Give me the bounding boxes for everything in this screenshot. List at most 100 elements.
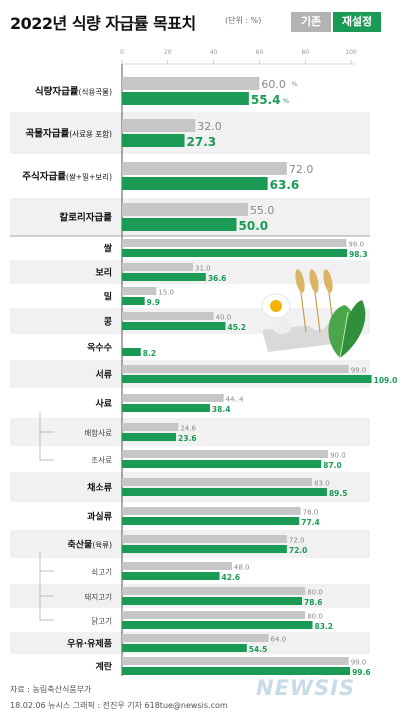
category-label-sub: (사료용 포함) <box>69 130 112 139</box>
group-bracket-feed <box>39 412 54 461</box>
bar-new <box>122 667 351 675</box>
value-label-new: 77.4 <box>301 518 320 527</box>
bar-old <box>122 239 347 247</box>
category-label: 밀 <box>104 291 112 303</box>
chart-title: 2022년 식량 자급률 목표치 <box>10 14 196 33</box>
bar-new <box>122 348 141 356</box>
category-label: 보리 <box>95 267 112 279</box>
value-label-new: 63.6 <box>270 178 300 192</box>
bar-new <box>122 322 226 330</box>
value-label-old: 90.0 <box>330 452 346 460</box>
leaf-icon <box>340 300 366 358</box>
percent-sign: % <box>291 80 297 88</box>
value-label-new: 8.2 <box>143 349 156 358</box>
bar-old <box>122 312 214 320</box>
category-label-main: 곡물자급률 <box>26 128 70 140</box>
category-label-main: 과실류 <box>87 511 112 523</box>
value-label-new: 89.5 <box>329 489 348 498</box>
value-label-old: 98.0 <box>348 241 364 249</box>
value-label-new: 50.0 <box>239 219 269 233</box>
bar-old <box>122 77 260 90</box>
category-label-main: 쇠고기 <box>91 568 112 577</box>
wheat-icon <box>323 269 333 293</box>
value-label-old: 83.0 <box>314 480 330 488</box>
category-label-main: 식량자급률 <box>35 86 79 98</box>
egg-icon <box>272 318 292 334</box>
bar-old <box>122 657 349 665</box>
category-label-main: 주식자급률 <box>22 171 66 183</box>
category-label: 채소류 <box>87 482 112 494</box>
value-label-old: 99.0 <box>351 659 367 667</box>
egg-icon <box>308 314 328 330</box>
bar-new <box>122 517 300 525</box>
bar-new <box>122 375 372 383</box>
legend-new: 재설정 <box>333 12 381 32</box>
bar-new <box>122 249 348 257</box>
category-label: 조사료 <box>91 456 112 465</box>
category-label: 돼지고기 <box>84 593 112 602</box>
category-label-main: 콩 <box>104 317 112 328</box>
category-label-main: 서류 <box>95 369 112 381</box>
category-label-main: 채소류 <box>87 482 112 494</box>
food-illustration <box>261 269 366 359</box>
category-label-main: 옥수수 <box>87 343 112 354</box>
leaf-vein-icon <box>339 311 349 359</box>
bar-old <box>122 394 224 402</box>
bar-new <box>122 572 220 580</box>
percent-sign: % <box>283 97 289 105</box>
value-label-new: 9.9 <box>147 298 160 307</box>
wheat-stem-icon <box>313 284 321 333</box>
value-label-old: 72.0 <box>289 537 305 545</box>
category-label: 우유·유제품 <box>67 638 112 650</box>
category-label-main: 사료 <box>95 398 112 410</box>
value-label-old: 80.0 <box>307 613 323 621</box>
bar-new <box>122 404 210 412</box>
category-label: 쇠고기 <box>91 568 112 577</box>
bar-old <box>122 611 306 619</box>
bar-old <box>122 263 193 271</box>
bar-new <box>122 297 145 305</box>
category-label: 서류 <box>95 369 112 381</box>
category-label-sub: (쌀+밀+보리) <box>66 173 112 182</box>
value-label-old: 80.0 <box>307 589 323 597</box>
bar-old <box>122 562 232 570</box>
value-label-new: 98.3 <box>349 250 368 259</box>
value-label-new: 42.6 <box>222 573 241 582</box>
category-label-sub: (육류) <box>92 541 112 550</box>
bar-old <box>122 203 248 216</box>
value-label-old: 64.0 <box>271 636 287 644</box>
x-tick-label: 20 <box>164 49 172 56</box>
row-band <box>10 472 370 502</box>
value-label-new: 54.5 <box>249 645 268 654</box>
category-label: 축산물(육류) <box>68 539 113 551</box>
x-tick-label: 40 <box>210 49 218 56</box>
value-label-new: 83.2 <box>315 622 334 631</box>
category-label-main: 쌀 <box>104 243 113 255</box>
value-label-old: 48.0 <box>234 564 250 572</box>
category-label: 곡물자급률(사료용 포함) <box>26 128 113 140</box>
legend-old: 기존 <box>291 12 331 32</box>
wheat-icon <box>295 269 305 293</box>
category-label: 칼로리자급률 <box>60 212 113 224</box>
category-label: 계란 <box>95 661 112 673</box>
bar-old <box>122 634 269 642</box>
bar-new <box>122 433 177 441</box>
bar-old <box>122 119 196 132</box>
value-label-old: 78.0 <box>303 509 319 517</box>
newsis-watermark: NEWSIS <box>256 676 356 700</box>
bar-new <box>122 218 237 231</box>
category-label-sub: (식용곡물) <box>79 88 113 97</box>
value-label-old: 60.0 <box>261 78 286 91</box>
value-label-new: 27.3 <box>187 135 217 149</box>
bar-new <box>122 134 185 147</box>
bar-new <box>122 92 249 105</box>
bar-new <box>122 644 247 652</box>
bar-old <box>122 507 301 515</box>
bar-old <box>122 478 313 486</box>
category-label-main: 우유·유제품 <box>67 638 112 650</box>
x-tick-label: 80 <box>301 49 309 56</box>
source-note: 자료 : 농림축산식품부가 <box>10 685 92 694</box>
value-label-new: 109.0 <box>374 376 398 385</box>
bar-old <box>122 535 287 543</box>
bar-new <box>122 273 206 281</box>
